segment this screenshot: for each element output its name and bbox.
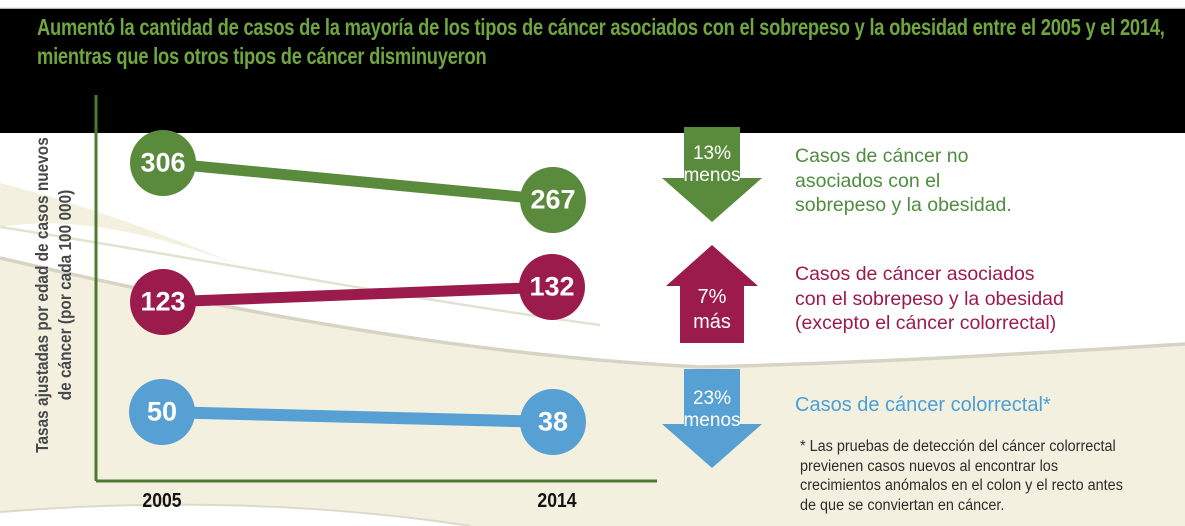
series-label-associated: Casos de cáncer asociados con el sobrepe…	[795, 263, 1064, 334]
blue-down-arrow-icon	[662, 369, 762, 468]
maroon-point-2005	[130, 269, 196, 335]
blue-point-2005	[129, 379, 195, 445]
green-value-2005: 306	[140, 147, 186, 178]
green-change-label: 13% menos	[683, 143, 741, 186]
cream-wedge	[0, 183, 245, 267]
green-slope-line	[162, 157, 554, 206]
green-value-2014: 267	[530, 184, 576, 215]
maroon-point-2014	[519, 254, 585, 320]
blue-change-label: 23% menos	[683, 388, 741, 431]
maroon-change-label: 7% más	[693, 286, 731, 333]
green-down-arrow-icon	[662, 127, 762, 222]
green-point-2014	[520, 167, 586, 233]
maroon-value-2014: 132	[529, 271, 575, 302]
maroon-up-arrow-icon	[666, 245, 758, 343]
footnote: * Las pruebas de detección del cáncer co…	[800, 438, 1123, 514]
y-axis-label: Tasas ajustadas por edad de casos nuevos…	[32, 137, 75, 453]
blue-slope-line	[161, 406, 554, 428]
header-bar	[0, 9, 1185, 133]
x-tick-2014: 2014	[537, 490, 577, 512]
maroon-value-2005: 123	[140, 286, 186, 317]
green-point-2005	[130, 130, 196, 196]
bottom-swoosh	[0, 504, 470, 526]
bottom-swoosh-edge	[0, 503, 471, 526]
series-label-not-associated: Casos de cáncer no asociados con el sobr…	[795, 145, 1012, 216]
swoosh-edge-upper	[0, 225, 601, 327]
series-label-colorectal: Casos de cáncer colorrectal*	[795, 394, 1051, 416]
blue-point-2014	[520, 389, 586, 455]
white-swoosh-top	[0, 133, 1185, 367]
page-title: Aumentó la cantidad de casos de la mayor…	[37, 14, 1165, 69]
maroon-slope-line	[162, 281, 553, 308]
blue-value-2014: 38	[537, 406, 569, 437]
x-tick-2005: 2005	[142, 490, 182, 512]
blue-value-2005: 50	[146, 396, 178, 427]
